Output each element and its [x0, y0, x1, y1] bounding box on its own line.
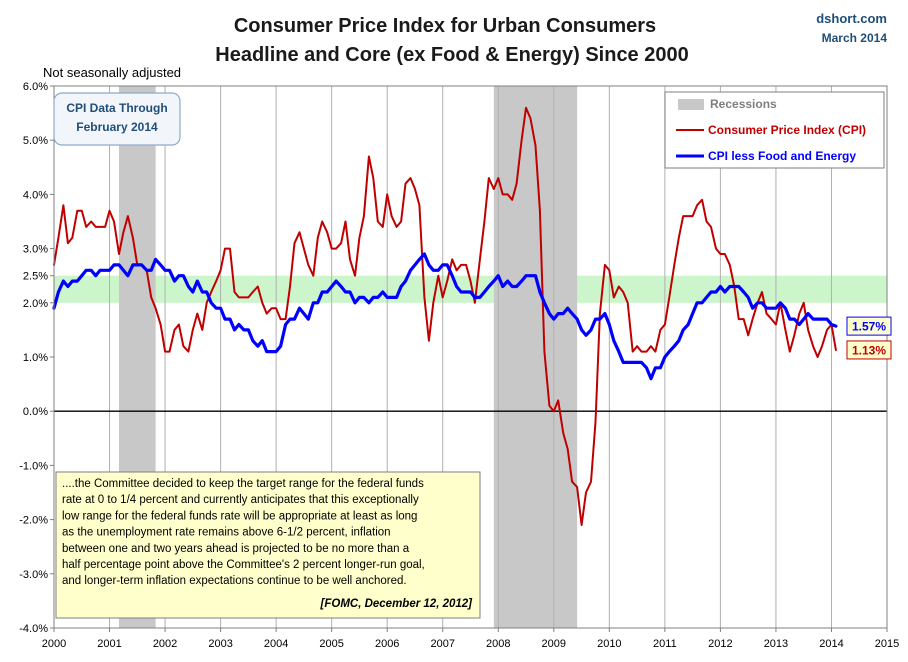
series-line-cpi — [53, 106, 837, 526]
x-tick-label-2008: 2008 — [486, 638, 510, 650]
x-tick-label-2002: 2002 — [153, 638, 177, 650]
y-tick-label: -1.0% — [19, 460, 48, 472]
y-tick-label: -4.0% — [19, 623, 48, 635]
y-tick-label: 3.0% — [23, 244, 48, 256]
recession-bar-1 — [493, 86, 578, 628]
quote-line-4: between one and two years ahead is proje… — [62, 543, 410, 555]
end-label-box-cpi — [846, 340, 892, 360]
x-tick-label-2014: 2014 — [819, 638, 843, 650]
legend: Recessions Consumer Price Index (CPI) CP… — [664, 91, 885, 169]
quote-citation: [FOMC, December 12, 2012] — [320, 598, 474, 610]
end-label-box-core — [846, 316, 892, 336]
y-tick-label: -3.0% — [19, 569, 48, 581]
quote-box-frame — [55, 471, 481, 619]
chart-title-line2: Headline and Core (ex Food & Energy) Sin… — [215, 44, 688, 66]
series-line-core — [52, 252, 838, 381]
info-box-line1: CPI Data Through — [66, 101, 167, 115]
x-tick-label-2011: 2011 — [653, 638, 677, 650]
x-tick-label-2001: 2001 — [97, 638, 121, 650]
subtitle: Not seasonally adjusted — [43, 65, 181, 80]
quote-line-5: half percentage point above the Committe… — [62, 559, 425, 571]
fomc-quote-box: ....the Committee decided to keep the ta… — [55, 471, 481, 619]
x-tick-label-2012: 2012 — [708, 638, 732, 650]
quote-line-6: and longer-term inflation expectations c… — [62, 575, 407, 587]
quote-line-2: low range for the federal funds rate wil… — [62, 510, 417, 522]
series-layer — [52, 106, 838, 526]
y-tick-label: 2.5% — [23, 271, 48, 283]
quote-line-1: rate at 0 to 1/4 percent and currently a… — [62, 494, 419, 506]
y-tick-label: 5.0% — [23, 135, 48, 147]
legend-label-cpi: Consumer Price Index (CPI) — [708, 123, 866, 137]
x-tick-label-2005: 2005 — [319, 638, 343, 650]
quote-line-3: as the unemployment rate remains above 6… — [62, 527, 391, 539]
source-label: dshort.com — [816, 11, 887, 26]
quote-line-0: ....the Committee decided to keep the ta… — [62, 478, 424, 490]
chart-title-line1: Consumer Price Index for Urban Consumers — [234, 15, 656, 37]
y-tick-label: 4.0% — [23, 189, 48, 201]
x-tick-label-2007: 2007 — [430, 638, 454, 650]
info-box: CPI Data Through February 2014 — [53, 92, 181, 146]
y-axis: 6.0% 5.0% 4.0% 3.0% 2.5% 2.0% 1.0% 0.0% -1.0% -2.… — [19, 81, 54, 635]
info-box-line2: February 2014 — [76, 120, 158, 134]
x-tick-label-2010: 2010 — [597, 638, 621, 650]
y-tick-label: -2.0% — [19, 515, 48, 527]
x-tick-label-2013: 2013 — [764, 638, 788, 650]
y-tick-label: 6.0% — [23, 81, 48, 93]
x-tick-label-2006: 2006 — [375, 638, 399, 650]
x-tick-label-2003: 2003 — [208, 638, 232, 650]
date-label: March 2014 — [822, 31, 888, 45]
x-tick-label-2015: 2015 — [875, 638, 899, 650]
info-box-frame — [53, 92, 181, 146]
x-tick-label-2000: 2000 — [42, 638, 66, 650]
y-tick-label: 2.0% — [23, 298, 48, 310]
legend-label-recession: Recessions — [710, 97, 777, 111]
y-tick-label: 1.0% — [23, 352, 48, 364]
legend-swatch-recession — [678, 99, 704, 110]
recession-layer — [118, 86, 578, 628]
x-tick-label-2004: 2004 — [264, 638, 288, 650]
legend-label-core: CPI less Food and Energy — [708, 149, 856, 163]
end-labels: 1.57% 1.13% — [846, 316, 892, 360]
end-label-core: 1.57% — [852, 320, 886, 334]
end-label-cpi: 1.13% — [852, 343, 886, 357]
x-tick-label-2009: 2009 — [542, 638, 566, 650]
y-tick-label: 0.0% — [23, 406, 48, 418]
x-axis: 2000 2001 2002 2003 2004 2005 2006 2007 2008 2009… — [42, 628, 899, 650]
